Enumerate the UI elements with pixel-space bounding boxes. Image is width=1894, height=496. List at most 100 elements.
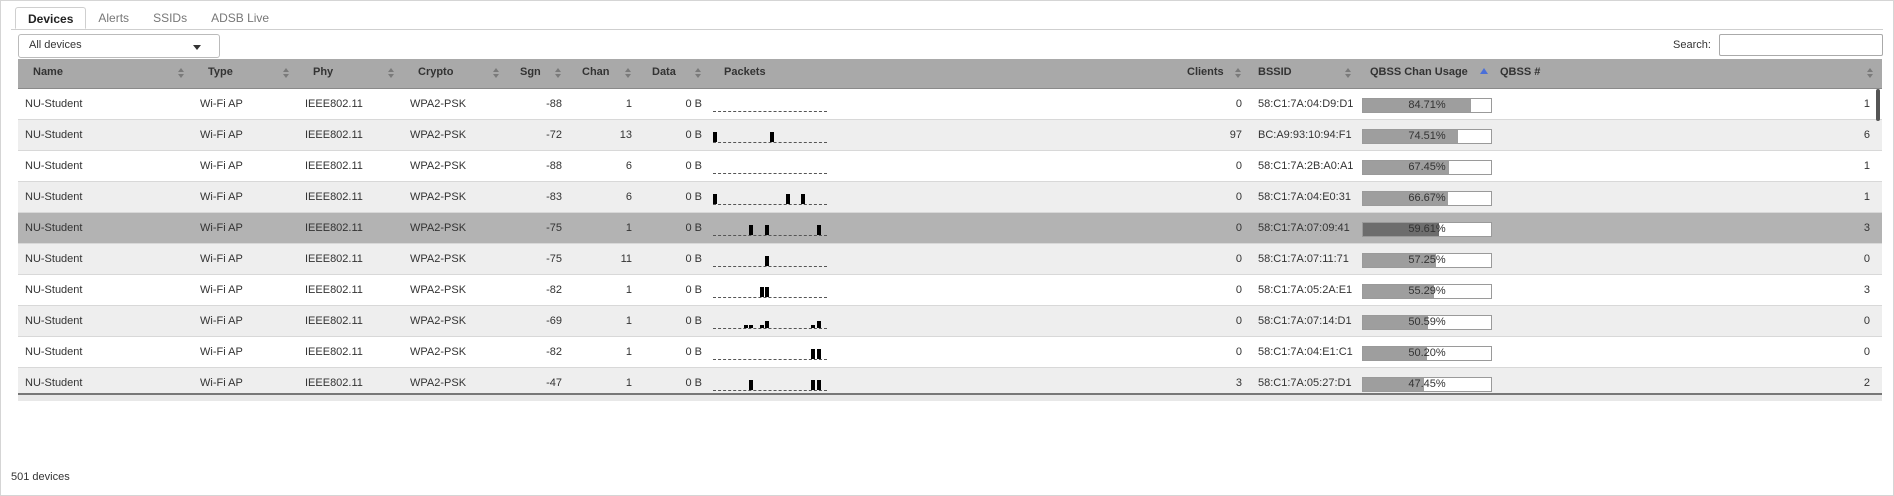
sort-icon (1867, 68, 1874, 78)
column-label: Crypto (418, 66, 454, 78)
column-header-type[interactable]: Type (193, 59, 298, 89)
cell-qbss-usage: 66.67% (1360, 182, 1492, 213)
cell-name: NU-Student (25, 97, 83, 110)
qbss-usage-fill (1363, 346, 1428, 360)
column-label: QBSS Chan Usage (1370, 66, 1468, 78)
cell-bssid: 58:C1:7A:2B:A0:A1 (1258, 159, 1354, 172)
cell-qbss-usage: 57.25% (1360, 244, 1492, 275)
cell-bssid: 58:C1:7A:07:11:71 (1258, 252, 1349, 265)
qbss-usage-bar: 66.67% (1362, 190, 1492, 206)
cell-clients: 0 (1235, 314, 1242, 327)
cell-phy: IEEE802.11 (305, 376, 363, 389)
qbss-usage-fill (1363, 191, 1449, 205)
devices-table: Name Type Phy Crypto Sgn Chan Data Packets Clien… (18, 59, 1882, 401)
qbss-usage-bar: 84.71% (1362, 97, 1492, 113)
sparkline-bar (765, 286, 769, 297)
cell-sgn: -88 (546, 97, 562, 110)
cell-chan: 1 (625, 97, 632, 110)
table-row[interactable]: NU-Student Wi-Fi AP IEEE802.11 WPA2-PSK -75 1… (18, 213, 1882, 244)
column-header-clients[interactable]: Clients (1130, 59, 1250, 89)
table-row[interactable]: NU-Student Wi-Fi AP IEEE802.11 WPA2-PSK -82 1… (18, 337, 1882, 368)
qbss-usage-bar: 50.20% (1362, 345, 1492, 361)
column-header-name[interactable]: Name (18, 59, 193, 89)
cell-chan: 1 (625, 283, 632, 296)
cell-type: Wi-Fi AP (200, 314, 243, 327)
table-row[interactable]: NU-Student Wi-Fi AP IEEE802.11 WPA2-PSK -47 1… (18, 368, 1882, 393)
cell-packets (710, 182, 1130, 213)
qbss-usage-text: 50.20% (1408, 346, 1446, 359)
packets-sparkline (713, 129, 827, 143)
column-label: BSSID (1258, 66, 1292, 78)
qbss-usage-bar: 59.61% (1362, 221, 1492, 237)
cell-data: 0 B (685, 314, 702, 327)
qbss-usage-fill (1363, 222, 1440, 236)
cell-packets (710, 244, 1130, 275)
table-row[interactable]: NU-Student Wi-Fi AP IEEE802.11 WPA2-PSK -75 1… (18, 244, 1882, 275)
table-body[interactable]: NU-Student Wi-Fi AP IEEE802.11 WPA2-PSK -88 1… (18, 89, 1882, 395)
table-row[interactable]: NU-Student Wi-Fi AP IEEE802.11 WPA2-PSK -69 1… (18, 306, 1882, 337)
chevron-down-icon (193, 45, 201, 50)
sparkline-bar (817, 348, 821, 359)
sort-icon (388, 68, 395, 78)
cell-phy: IEEE802.11 (305, 345, 363, 358)
column-header-sgn[interactable]: Sgn (508, 59, 570, 89)
cell-crypto: WPA2-PSK (410, 283, 467, 296)
qbss-usage-fill (1363, 377, 1424, 391)
cell-name: NU-Student (25, 376, 83, 389)
cell-name: NU-Student (25, 283, 83, 296)
table-row[interactable]: NU-Student Wi-Fi AP IEEE802.11 WPA2-PSK -72 1… (18, 120, 1882, 151)
qbss-usage-bar: 50.59% (1362, 314, 1492, 330)
column-header-qbss-usage[interactable]: QBSS Chan Usage (1360, 59, 1490, 89)
cell-name: NU-Student (25, 314, 83, 327)
column-header-chan[interactable]: Chan (570, 59, 640, 89)
cell-sgn: -82 (546, 345, 562, 358)
table-row[interactable]: NU-Student Wi-Fi AP IEEE802.11 WPA2-PSK -83 6… (18, 182, 1882, 213)
table-row[interactable]: NU-Student Wi-Fi AP IEEE802.11 WPA2-PSK -88 1… (18, 89, 1882, 120)
horizontal-scrollbar[interactable] (18, 395, 1882, 401)
cell-qbss-usage: 84.71% (1360, 89, 1492, 120)
cell-qbss-num: 1 (1863, 190, 1870, 203)
qbss-usage-fill (1363, 284, 1434, 298)
tab-adsb-live[interactable]: ADSB Live (211, 11, 270, 25)
cell-chan: 13 (619, 128, 632, 141)
cell-qbss-num: 1 (1863, 159, 1870, 172)
cell-type: Wi-Fi AP (200, 252, 243, 265)
cell-packets (710, 306, 1130, 337)
sort-icon (1345, 68, 1352, 78)
tab-ssids[interactable]: SSIDs (153, 11, 188, 25)
table-row[interactable]: NU-Student Wi-Fi AP IEEE802.11 WPA2-PSK -88 6… (18, 151, 1882, 182)
cell-data: 0 B (685, 221, 702, 234)
cell-crypto: WPA2-PSK (410, 345, 467, 358)
column-header-packets[interactable]: Packets (710, 59, 1130, 89)
sparkline-bar (770, 131, 774, 142)
column-header-phy[interactable]: Phy (298, 59, 403, 89)
device-filter-select[interactable]: All devices (18, 34, 220, 58)
column-header-bssid[interactable]: BSSID (1250, 59, 1360, 89)
sparkline-bar (713, 131, 717, 142)
column-label: Packets (724, 66, 766, 78)
column-header-data[interactable]: Data (640, 59, 710, 89)
cell-clients: 0 (1235, 97, 1242, 110)
column-header-qbss-num[interactable]: QBSS # (1490, 59, 1882, 89)
cell-qbss-num: 1 (1863, 97, 1870, 110)
column-header-crypto[interactable]: Crypto (403, 59, 508, 89)
tab-alerts[interactable]: Alerts (98, 11, 130, 25)
cell-qbss-num: 0 (1863, 345, 1870, 358)
tab-devices[interactable]: Devices (15, 7, 87, 29)
cell-type: Wi-Fi AP (200, 283, 243, 296)
cell-clients: 0 (1235, 283, 1242, 296)
packets-sparkline (713, 315, 827, 329)
cell-type: Wi-Fi AP (200, 221, 243, 234)
cell-crypto: WPA2-PSK (410, 314, 467, 327)
qbss-usage-text: 66.67% (1408, 191, 1446, 204)
sparkline-bar (749, 224, 753, 235)
qbss-usage-fill (1363, 129, 1459, 143)
search-input[interactable] (1719, 34, 1883, 56)
sparkline-bar (811, 348, 815, 359)
column-label: Phy (313, 66, 334, 78)
sort-icon (625, 68, 632, 78)
packets-sparkline (713, 284, 827, 298)
vertical-scrollbar[interactable] (1876, 89, 1880, 121)
column-label: Clients (1187, 66, 1224, 78)
table-row[interactable]: NU-Student Wi-Fi AP IEEE802.11 WPA2-PSK -82 1… (18, 275, 1882, 306)
